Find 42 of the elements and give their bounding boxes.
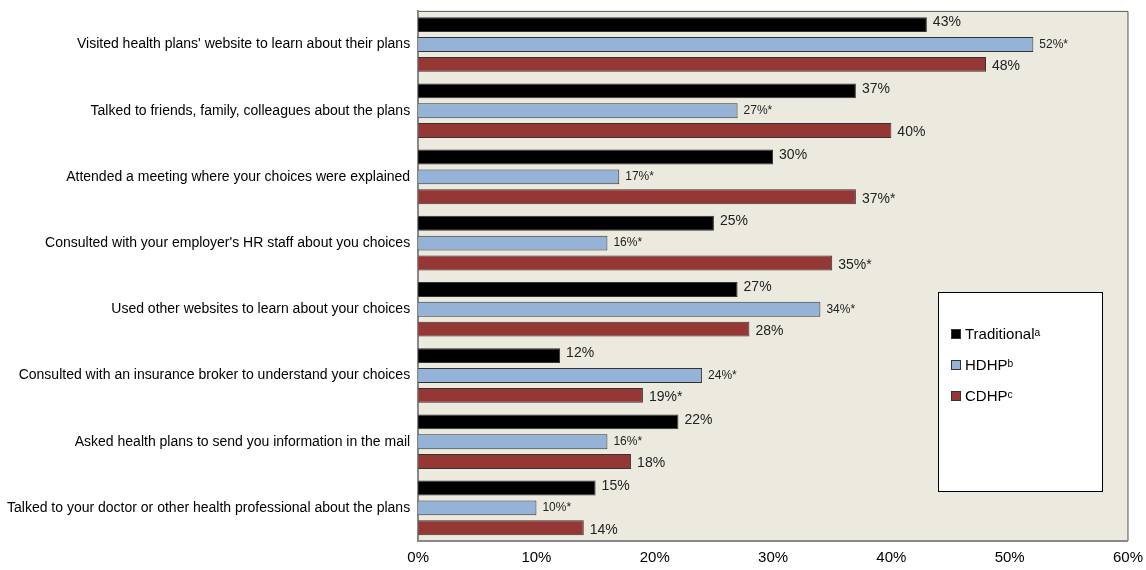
y-tick-label: Attended a meeting where your choices were explained <box>66 167 411 184</box>
x-tick-label: 40% <box>876 548 907 566</box>
data-label: 30% <box>779 145 808 162</box>
data-label: 37%* <box>861 189 896 206</box>
data-label: 35%* <box>838 255 873 272</box>
legend-label: Traditionalᵃ <box>964 325 1041 343</box>
legend-label: HDHPᵇ <box>964 356 1014 374</box>
x-tick-label: 60% <box>1112 548 1143 566</box>
x-tick-label: 30% <box>758 548 789 566</box>
data-label: 14% <box>589 520 618 537</box>
data-label: 22% <box>684 410 713 427</box>
y-tick-label: Used other websites to learn about your choices <box>111 300 411 317</box>
y-tick-label: Talked to friends, family, colleagues about the plans <box>90 101 411 118</box>
data-label: 16%* <box>613 235 643 250</box>
data-label: 37% <box>861 79 890 96</box>
data-label: 18% <box>637 454 666 471</box>
data-label: 28% <box>755 322 784 339</box>
data-label: 16%* <box>613 434 643 449</box>
data-label: 25% <box>719 212 748 229</box>
data-label: 27% <box>743 278 772 295</box>
y-tick-label: Asked health plans to send you information in the mail <box>74 432 411 449</box>
x-tick-label: 20% <box>639 548 670 566</box>
data-label: 17%* <box>625 169 655 184</box>
x-tick-label: 10% <box>521 548 552 566</box>
data-label: 27%* <box>743 103 773 118</box>
data-label: 34%* <box>826 301 856 316</box>
y-tick-label: Consulted with an insurance broker to understand your choices <box>18 366 411 383</box>
y-tick-label: Consulted with your employer's HR staff about you choices <box>45 233 411 250</box>
y-tick-label: Talked to your doctor or other health professional about the plans <box>6 498 411 515</box>
x-tick-label: 0% <box>407 548 429 566</box>
data-label: 19%* <box>648 388 683 405</box>
data-label: 15% <box>601 476 630 493</box>
x-tick-label: 50% <box>994 548 1025 566</box>
data-label: 40% <box>897 123 926 140</box>
data-label: 12% <box>566 344 595 361</box>
data-label: 10%* <box>542 500 572 515</box>
data-label: 48% <box>992 57 1021 74</box>
data-label: 24%* <box>708 367 738 382</box>
y-tick-label: Visited health plans' website to learn about their plans <box>76 35 411 52</box>
legend-label: CDHPᶜ <box>964 387 1013 405</box>
data-label: 43% <box>932 13 961 30</box>
data-label: 52%* <box>1039 36 1069 51</box>
